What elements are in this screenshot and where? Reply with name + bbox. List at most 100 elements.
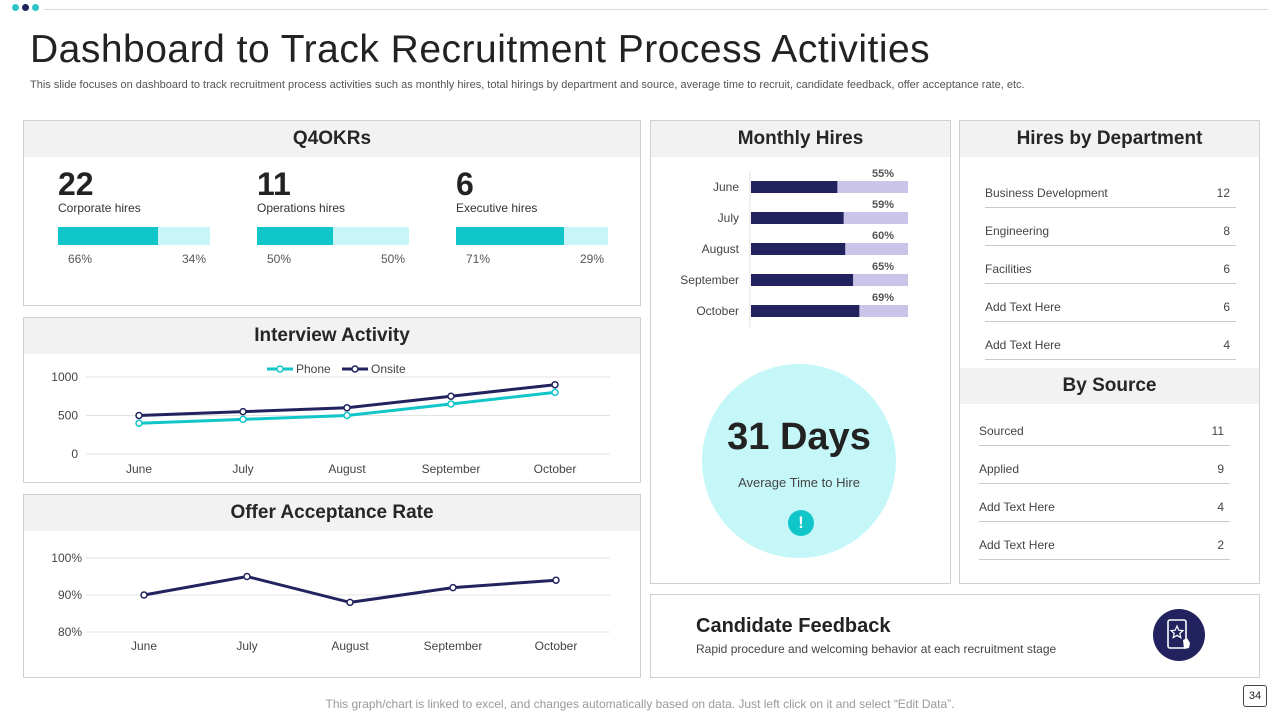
interview-panel: Interview Activity 0 500 1000 June July Augus…: [23, 317, 641, 483]
bar-value-label: 59%: [872, 199, 894, 211]
x-tick-label: July: [232, 462, 253, 476]
data-point: [135, 411, 143, 420]
offer-title: Offer Acceptance Rate: [24, 495, 640, 531]
legend-label: Onsite: [371, 362, 406, 376]
tablet-star-glyph: [1167, 619, 1190, 649]
top-dots: [12, 4, 39, 11]
kpi-bar: [58, 227, 210, 245]
kpi-label: Corporate hires: [58, 201, 141, 215]
department-row: Add Text Here 6: [985, 300, 1236, 322]
bar: [751, 305, 860, 317]
bar-value-label: 55%: [872, 168, 894, 180]
x-tick-label: June: [131, 639, 157, 653]
source-value: 9: [1217, 462, 1224, 476]
alert-icon: !: [788, 510, 814, 536]
source-row: Applied 9: [979, 462, 1230, 484]
source-row: Add Text Here 2: [979, 538, 1230, 560]
department-value: 4: [1223, 338, 1230, 352]
kpi-left-percent: 71%: [466, 252, 491, 266]
department-panel: Hires by Department Business Development…: [959, 120, 1260, 584]
source-label: Sourced: [979, 424, 1024, 438]
source-label: Add Text Here: [979, 538, 1055, 552]
bar-value-label: 69%: [872, 292, 894, 304]
x-tick-label: August: [331, 639, 369, 653]
x-tick-label: September: [422, 462, 481, 476]
data-point: [447, 392, 455, 400]
kpi-corporate: 22 Corporate hires 66% 34%: [58, 167, 210, 277]
okrs-panel: Q4OKRs 22 Corporate hires 66% 34% 11 Ope…: [23, 120, 641, 306]
kpi-bar-fill: [58, 227, 159, 245]
kpi-number: 11: [257, 166, 291, 202]
page-title: Dashboard to Track Recruitment Process A…: [30, 28, 931, 71]
data-point: [552, 576, 560, 584]
source-value: 2: [1217, 538, 1224, 552]
dot-3: [32, 4, 39, 11]
monthly-chart: June 55% July 59% August 60% September 65% Octob…: [680, 168, 908, 327]
bar-category-label: September: [680, 273, 739, 287]
department-label: Facilities: [985, 262, 1032, 276]
bar-value-label: 65%: [872, 261, 894, 273]
y-tick-label: 100%: [51, 551, 82, 565]
source-label: Add Text Here: [979, 500, 1055, 514]
department-value: 6: [1223, 300, 1230, 314]
source-value: 4: [1217, 500, 1224, 514]
department-value: 12: [1216, 186, 1230, 200]
kpi-left-percent: 66%: [68, 252, 93, 266]
source-title: By Source: [960, 368, 1259, 404]
source-row: Sourced 11: [979, 424, 1230, 446]
feedback-subtitle: Rapid procedure and welcoming behavior a…: [696, 642, 1057, 656]
legend-marker: [351, 365, 359, 373]
x-tick-label: October: [534, 462, 577, 476]
interview-chart: 0 500 1000 June July August September October Ph…: [51, 362, 610, 476]
okrs-title: Q4OKRs: [24, 121, 640, 157]
bar: [751, 274, 854, 286]
data-point: [239, 407, 247, 416]
interview-title: Interview Activity: [24, 318, 640, 354]
kpi-number: 22: [58, 166, 94, 202]
y-tick-label: 90%: [58, 588, 82, 602]
y-tick-label: 500: [58, 409, 78, 423]
data-point: [239, 415, 247, 424]
bar-category-label: August: [702, 242, 740, 256]
y-tick-label: 0: [71, 447, 78, 461]
feedback-title: Candidate Feedback: [696, 615, 891, 637]
top-divider: [44, 9, 1268, 10]
time-to-hire-value: 31 Days: [727, 416, 871, 458]
data-point: [243, 572, 251, 581]
page-subtitle: This slide focuses on dashboard to track…: [30, 79, 1025, 91]
kpi-label: Operations hires: [257, 201, 346, 215]
kpi-label: Executive hires: [456, 201, 538, 215]
kpi-operations: 11 Operations hires 50% 50%: [257, 167, 409, 277]
data-point: [135, 419, 143, 427]
dot-1: [12, 4, 19, 11]
page-number: 34: [1243, 685, 1267, 707]
x-tick-label: July: [236, 639, 257, 653]
bar-category-label: October: [696, 304, 739, 318]
department-label: Engineering: [985, 224, 1050, 238]
monthly-title: Monthly Hires: [651, 121, 950, 157]
kpi-bar: [456, 227, 608, 245]
kpi-right-percent: 34%: [181, 252, 206, 266]
data-point: [140, 591, 148, 599]
data-point: [447, 400, 455, 408]
data-point: [551, 388, 559, 397]
department-label: Add Text Here: [985, 338, 1061, 352]
bar-category-label: July: [718, 211, 739, 225]
department-label: Add Text Here: [985, 300, 1061, 314]
kpi-bar-fill: [257, 227, 333, 245]
time-to-hire-label: Average Time to Hire: [738, 475, 860, 490]
data-point: [343, 404, 351, 412]
kpi-left-percent: 50%: [267, 252, 292, 266]
y-tick-label: 80%: [58, 625, 82, 639]
department-row: Facilities 6: [985, 262, 1236, 284]
dot-2: [22, 4, 29, 11]
department-row: Engineering 8: [985, 224, 1236, 246]
x-tick-label: September: [424, 639, 483, 653]
x-tick-label: August: [328, 462, 366, 476]
kpi-executive: 6 Executive hires 71% 29%: [456, 167, 608, 277]
data-point: [343, 411, 351, 420]
department-label: Business Development: [985, 186, 1108, 200]
source-label: Applied: [979, 462, 1020, 476]
time-to-hire-circle: 31 Days Average Time to Hire !: [702, 364, 896, 558]
footer-note: This graph/chart is linked to excel, and…: [325, 697, 955, 711]
